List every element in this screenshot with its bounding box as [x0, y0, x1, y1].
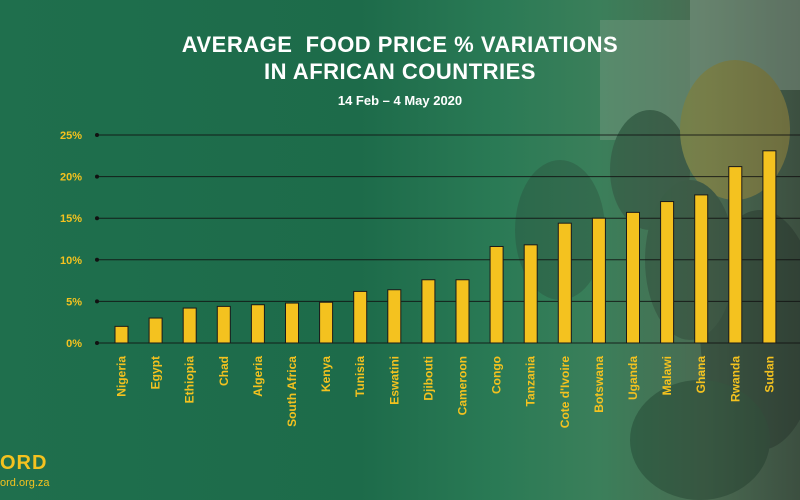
y-tick-label: 15%: [60, 213, 82, 225]
gridline-dot: [95, 299, 99, 304]
x-tick-label: Cameroon: [456, 356, 470, 415]
bar: [694, 194, 709, 344]
gridline-dot: [95, 257, 99, 262]
gridline-dot: [95, 341, 99, 345]
bar: [728, 166, 743, 344]
bar: [489, 245, 504, 344]
bar: [148, 317, 163, 344]
bar: [250, 304, 265, 344]
bar: [455, 279, 470, 344]
brand-logo-text: ORD: [0, 452, 48, 474]
bar: [216, 305, 231, 344]
x-tick-label: Congo: [490, 356, 504, 394]
x-tick-label: Algeria: [251, 356, 265, 397]
bar: [114, 325, 129, 344]
bar: [557, 222, 572, 344]
bar: [285, 302, 299, 344]
y-tick-label: 25%: [60, 130, 82, 142]
bar: [387, 289, 402, 344]
bar: [319, 301, 334, 344]
x-tick-label: Cote d'Ivoire: [558, 356, 572, 429]
x-tick-label: Chad: [217, 356, 231, 386]
y-tick-label: 10%: [60, 255, 82, 267]
x-tick-label: Egypt: [149, 356, 163, 389]
bar: [626, 211, 640, 344]
x-tick-label: Malawi: [660, 356, 674, 395]
x-tick-label: Nigeria: [115, 356, 129, 397]
x-tick-label: Djibouti: [421, 356, 435, 401]
chart-title-line2: IN AFRICAN COUNTRIES: [264, 59, 536, 84]
gridline-dot: [95, 133, 99, 137]
brand-url: ord.org.za: [0, 477, 50, 489]
gridline-dot: [95, 174, 99, 179]
x-tick-label: Kenya: [319, 356, 333, 392]
bar: [762, 150, 777, 344]
bar: [182, 307, 197, 344]
x-tick-label: Botswana: [592, 356, 606, 413]
x-tick-label: Rwanda: [728, 356, 742, 402]
x-tick-label: Uganda: [626, 356, 640, 400]
x-tick-label: Tanzania: [524, 356, 538, 407]
bar: [660, 201, 675, 344]
y-tick-label: 20%: [60, 172, 82, 184]
x-tick-label: Ethiopia: [183, 356, 197, 404]
chart-subtitle: 14 Feb – 4 May 2020: [337, 93, 463, 108]
x-tick-label: Ghana: [694, 356, 708, 394]
bar: [421, 279, 436, 344]
bar: [523, 244, 538, 344]
gridline-dot: [95, 216, 99, 221]
x-tick-label: Sudan: [762, 356, 776, 393]
x-tick-label: South Africa: [285, 356, 299, 427]
bar: [591, 217, 606, 344]
y-tick-label: 5%: [66, 296, 82, 308]
x-tick-label: Eswatini: [387, 356, 401, 405]
chart-title-line1: AVERAGE FOOD PRICE % VARIATIONS: [181, 32, 619, 57]
y-tick-label: 0%: [66, 338, 82, 350]
bar: [353, 290, 368, 344]
x-tick-label: Tunisia: [353, 356, 367, 397]
